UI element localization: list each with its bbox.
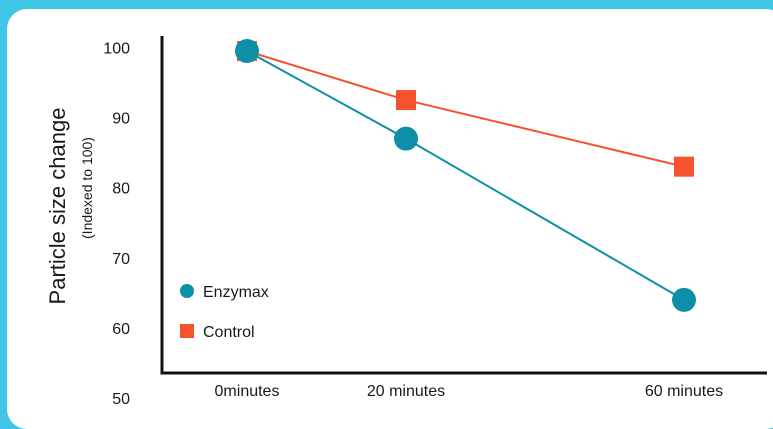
y-axis-sublabel: (Indexed to 100)	[79, 137, 95, 239]
y-axis-label: Particle size change	[45, 108, 70, 305]
y-tick-labels: 100 90 80 70 60 50	[103, 41, 130, 409]
y-tick-label: 80	[112, 181, 130, 198]
legend-label-control: Control	[203, 324, 255, 341]
chart-card	[7, 9, 773, 429]
data-point-enzymax	[672, 287, 696, 312]
series-markers	[235, 39, 696, 312]
x-tick-label: 20 minutes	[367, 383, 445, 400]
data-point-control	[396, 90, 416, 111]
legend-label-enzymax: Enzymax	[203, 284, 269, 301]
data-point-enzymax	[394, 126, 418, 151]
series-lines	[246, 50, 685, 301]
series-line-enzymax	[246, 50, 685, 301]
series-line-control	[246, 50, 685, 168]
x-tick-label: 60 minutes	[645, 383, 723, 400]
y-tick-label: 60	[112, 321, 130, 338]
chart-axes	[160, 36, 767, 375]
data-point-control	[674, 156, 694, 177]
x-tick-labels: 0minutes 20 minutes 60 minutes	[215, 383, 724, 400]
legend-marker-enzymax	[180, 284, 194, 298]
y-tick-label: 70	[112, 251, 130, 268]
y-tick-label: 90	[112, 111, 130, 128]
data-point-enzymax	[235, 39, 259, 64]
legend-marker-control	[180, 324, 194, 338]
line-chart: 100 90 80 70 60 50 0minutes 20 minutes 60 minut…	[45, 36, 767, 409]
legend: Enzymax Control	[180, 284, 269, 341]
y-tick-label: 100	[103, 41, 130, 58]
x-tick-label: 0minutes	[215, 383, 280, 400]
y-tick-label: 50	[112, 391, 130, 408]
